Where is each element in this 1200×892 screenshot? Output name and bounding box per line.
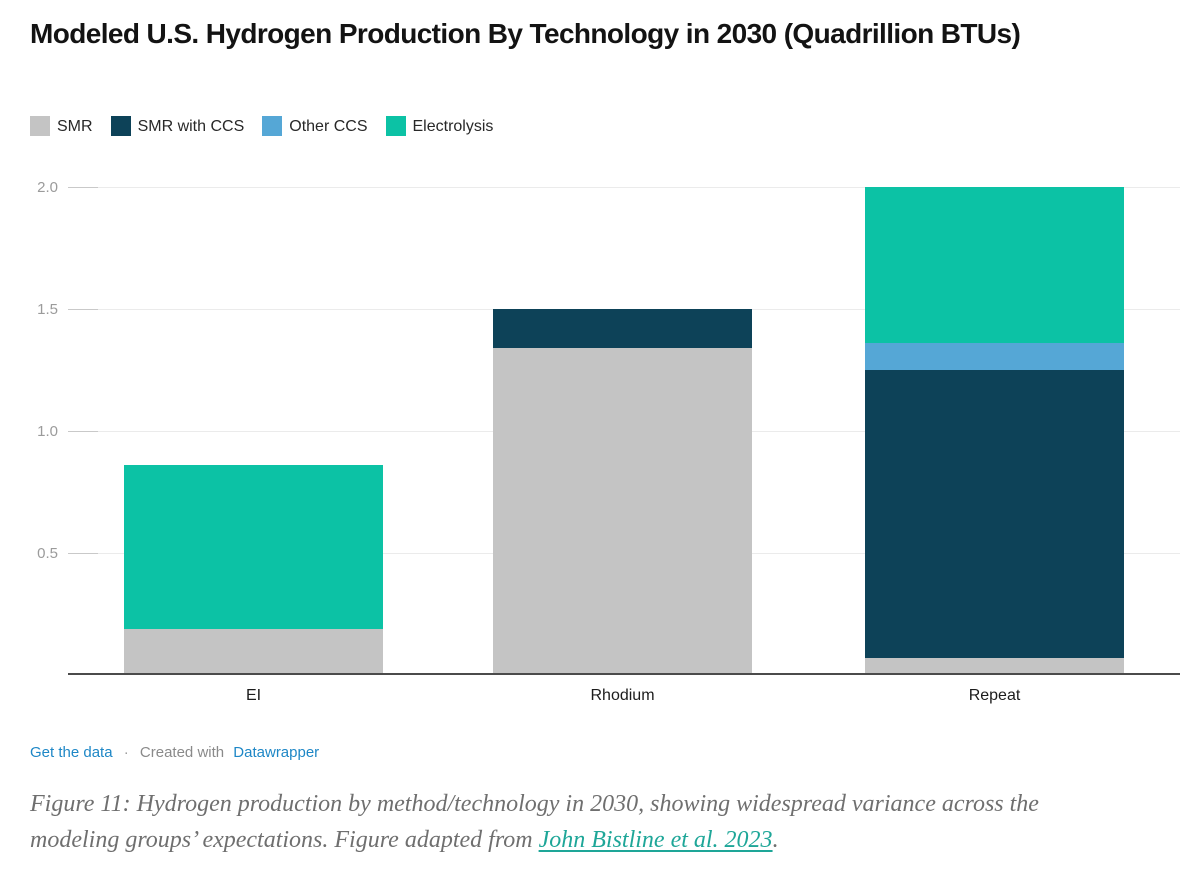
legend-label: SMR with CCS: [137, 117, 245, 135]
axis-tick: [68, 431, 98, 432]
x-axis-label-rhodium: Rhodium: [590, 687, 655, 704]
y-axis-label: 2.0: [37, 179, 58, 196]
bar-segment-ei-smr[interactable]: [124, 628, 383, 675]
figure-caption: Figure 11: Hydrogen production by method…: [30, 786, 1115, 858]
bar-rhodium: [493, 309, 752, 675]
legend-label: SMR: [57, 117, 93, 135]
y-axis-label: 1.5: [37, 301, 58, 318]
bar-segment-rhodium-smr-with-ccs[interactable]: [493, 309, 752, 349]
x-axis-label-repeat: Repeat: [968, 687, 1021, 704]
legend-swatch-smr-with-ccs: [110, 116, 131, 136]
bar-segment-repeat-electrolysis[interactable]: [865, 187, 1124, 344]
datawrapper-link[interactable]: Datawrapper: [233, 744, 320, 761]
x-axis-label-ei: EI: [245, 687, 262, 704]
y-axis-label: 1.0: [37, 423, 58, 440]
caption-text-after: .: [772, 827, 779, 853]
y-axis-label: 0.5: [37, 545, 58, 562]
separator-dot: ·: [123, 744, 129, 761]
created-with-text: Created with: [139, 744, 225, 761]
axis-tick: [68, 187, 98, 188]
legend-swatch-smr: [30, 116, 50, 136]
get-the-data-link[interactable]: Get the data: [30, 744, 113, 761]
axis-tick: [68, 553, 98, 554]
legend-label: Other CCS: [289, 117, 368, 135]
bar-segment-repeat-smr-with-ccs[interactable]: [865, 370, 1124, 658]
legend-item-smr-with-ccs: SMR with CCS: [110, 116, 245, 136]
attribution-bar: Get the data · Created with Datawrapper: [30, 744, 319, 761]
legend-item-other-ccs: Other CCS: [262, 116, 368, 136]
caption-text-before: Figure 11: Hydrogen production by method…: [30, 791, 1039, 853]
legend-item-smr: SMR: [30, 116, 93, 136]
chart-title: Modeled U.S. Hydrogen Production By Tech…: [30, 18, 1021, 49]
legend-swatch-electrolysis: [385, 116, 406, 136]
axis-tick: [68, 309, 98, 310]
bar-ei: [124, 465, 383, 675]
gridline: [68, 187, 1180, 188]
plot-area: 0.5 1.0 1.5 2.0 EI Rhodium Repeat: [37, 180, 1180, 704]
caption-link[interactable]: John Bistline et al. 2023: [538, 827, 773, 853]
legend-swatch-other-ccs: [262, 116, 283, 136]
x-axis-baseline: [68, 673, 1180, 675]
legend-item-electrolysis: Electrolysis: [385, 116, 494, 136]
chart-legend: SMR SMR with CCS Other CCS Electrolysis: [30, 116, 493, 136]
bar-segment-ei-electrolysis[interactable]: [124, 465, 383, 629]
bar-segment-rhodium-smr[interactable]: [493, 348, 752, 675]
bar-segment-repeat-smr[interactable]: [865, 657, 1124, 675]
bar-segment-repeat-other-ccs[interactable]: [865, 343, 1124, 371]
legend-label: Electrolysis: [412, 117, 494, 135]
bar-repeat: [865, 187, 1124, 675]
